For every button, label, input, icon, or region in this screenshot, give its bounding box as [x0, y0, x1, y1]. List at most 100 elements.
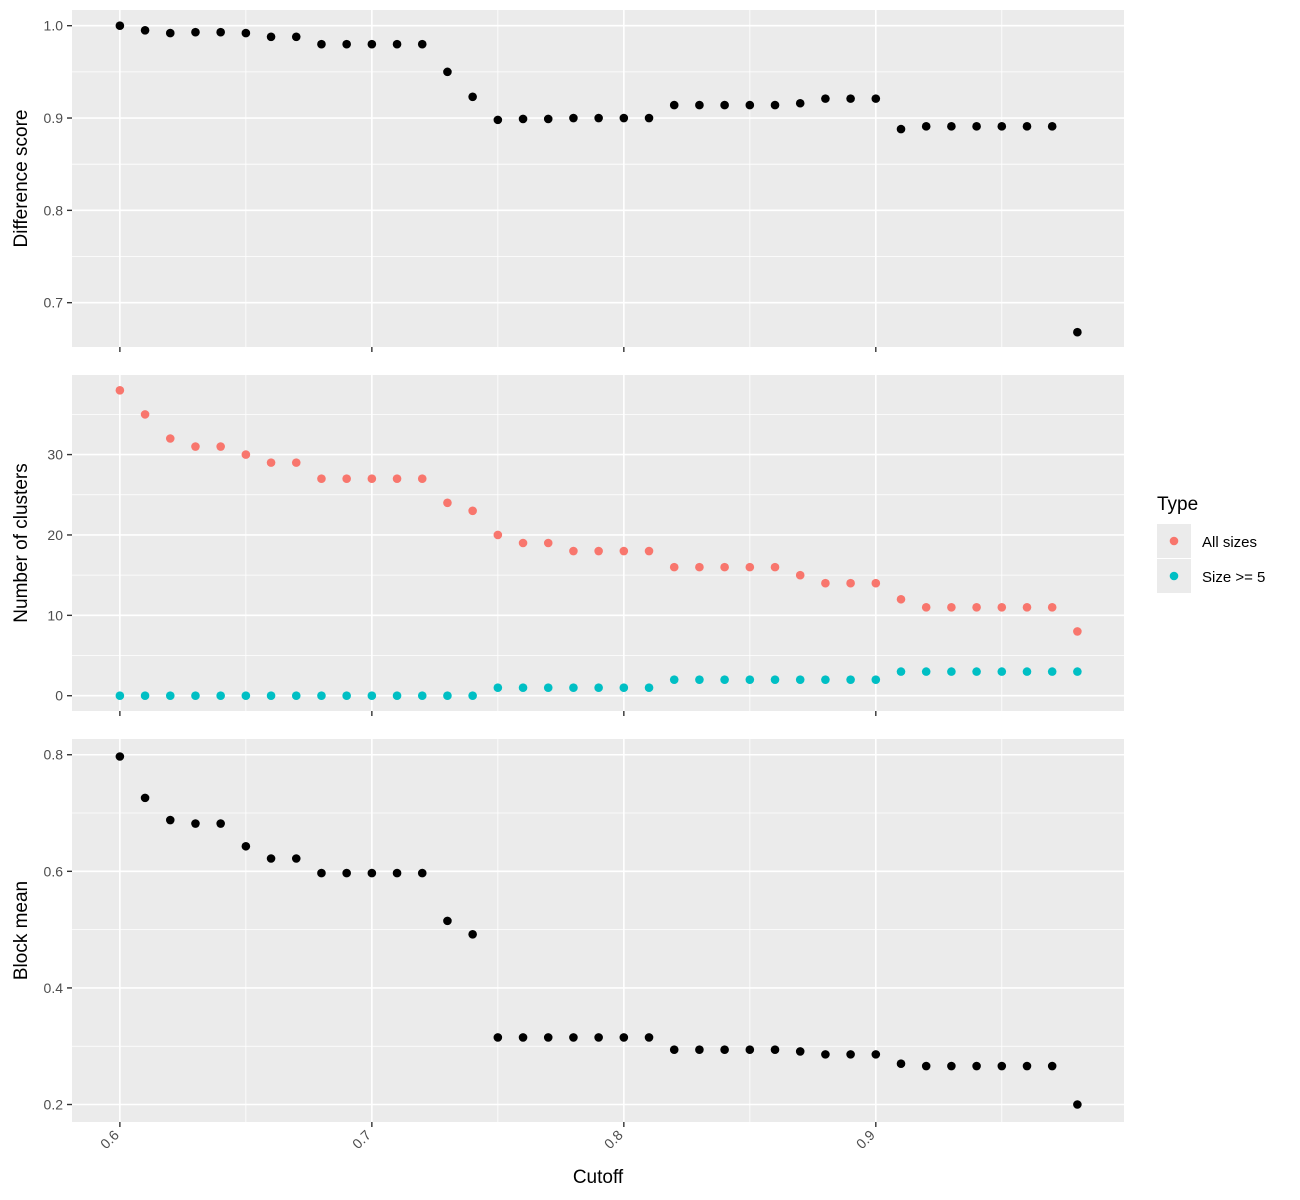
data-point [468, 691, 477, 701]
data-point [140, 26, 150, 35]
data-point [165, 815, 175, 825]
data-point [594, 546, 603, 556]
data-point [342, 868, 351, 878]
data-point [266, 691, 276, 701]
data-point [795, 570, 805, 580]
panel-background [72, 739, 1124, 1122]
legend-key-all-sizes [1169, 536, 1179, 546]
data-point [1047, 603, 1057, 612]
data-point [216, 27, 225, 37]
data-point [468, 506, 477, 516]
data-point [191, 691, 200, 701]
x-tick-label: 0.6 [97, 1127, 122, 1152]
data-point [367, 474, 377, 483]
data-point [1073, 627, 1082, 636]
data-point [1073, 327, 1082, 337]
data-point [115, 691, 125, 701]
y-tick-label: 0.2 [44, 1097, 64, 1113]
data-point [1022, 122, 1032, 131]
data-point [871, 1050, 881, 1059]
data-point [1073, 667, 1082, 676]
data-point [291, 691, 301, 701]
data-point [896, 124, 906, 134]
data-point [569, 113, 578, 123]
data-point [543, 1033, 553, 1042]
data-point [770, 675, 780, 684]
y-axis-title: Block mean [11, 881, 32, 980]
data-point [317, 868, 326, 878]
y-tick-label: 0.7 [44, 295, 64, 311]
data-point [191, 27, 200, 37]
y-tick-label: 0.8 [44, 747, 64, 763]
data-point [392, 868, 402, 878]
y-tick-label: 0.8 [44, 202, 64, 218]
data-point [644, 113, 654, 123]
data-point [140, 793, 150, 803]
data-point [871, 675, 881, 684]
data-point [846, 578, 855, 588]
data-point [241, 691, 251, 701]
data-point [493, 683, 503, 692]
data-point [367, 691, 377, 701]
data-point [443, 498, 452, 508]
data-point [317, 39, 326, 49]
data-point [619, 113, 629, 123]
legend-label-all-sizes: All sizes [1202, 534, 1257, 551]
data-point [644, 683, 654, 692]
y-tick-label: 30 [47, 447, 63, 463]
data-point [543, 538, 553, 548]
data-point [921, 667, 931, 676]
data-point [1047, 122, 1057, 131]
data-point [770, 1045, 780, 1055]
data-point [216, 691, 225, 701]
data-point [392, 474, 402, 483]
data-point [493, 115, 503, 125]
data-point [695, 562, 704, 572]
data-point [165, 434, 175, 443]
data-point [543, 683, 553, 692]
data-point [720, 562, 729, 572]
data-point [140, 410, 150, 419]
y-tick-label: 0.9 [44, 110, 64, 126]
data-point [921, 122, 931, 131]
legend-key-size-5 [1169, 571, 1179, 581]
data-point [896, 594, 906, 604]
data-point [997, 603, 1007, 612]
data-point [417, 474, 427, 483]
data-point [644, 546, 654, 556]
data-point [921, 603, 931, 612]
data-point [720, 100, 729, 110]
data-point [695, 675, 704, 684]
data-point [140, 691, 150, 701]
data-point [745, 1045, 755, 1055]
data-point [972, 667, 981, 676]
data-point [342, 691, 351, 701]
data-point [493, 530, 503, 540]
data-point [644, 1033, 654, 1042]
data-point [443, 67, 452, 77]
data-point [720, 1045, 729, 1055]
data-point [367, 868, 377, 878]
data-point [619, 1033, 629, 1042]
data-point [417, 868, 427, 878]
data-point [745, 100, 755, 110]
data-point [1022, 1061, 1032, 1071]
data-point [997, 1061, 1007, 1071]
x-tick-label: 0.7 [349, 1127, 374, 1152]
data-point [518, 683, 528, 692]
data-point [871, 578, 881, 588]
data-point [569, 683, 578, 692]
panel-background [72, 375, 1124, 711]
data-point [468, 92, 477, 102]
data-point [947, 667, 956, 676]
data-point [241, 450, 251, 459]
data-point [518, 114, 528, 124]
data-point [191, 819, 200, 828]
legend: Type All sizes Size >= 5 [1157, 494, 1265, 593]
x-tick-label: 0.8 [601, 1127, 626, 1152]
data-point [669, 100, 679, 110]
data-point [493, 1033, 503, 1042]
data-point [115, 21, 125, 30]
y-tick-label: 10 [47, 607, 63, 623]
data-point [921, 1061, 931, 1071]
